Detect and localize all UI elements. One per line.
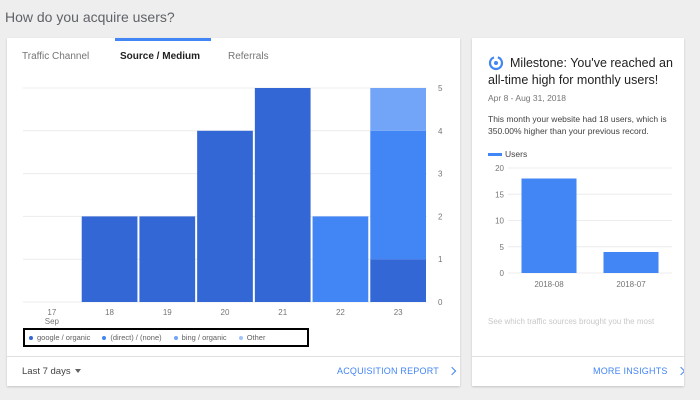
legend-dot bbox=[102, 335, 107, 340]
legend-label: google / organic bbox=[37, 333, 91, 342]
faded-hint-text: See which traffic sources brought you th… bbox=[488, 317, 655, 326]
y-tick-label: 3 bbox=[438, 170, 443, 179]
legend-item-bing-organic[interactable]: bing / organic bbox=[173, 333, 227, 342]
bar-segment bbox=[197, 130, 253, 302]
milestone-icon bbox=[488, 55, 504, 71]
y-tick-label: 4 bbox=[438, 127, 443, 136]
y-tick-label: 5 bbox=[438, 84, 443, 93]
x-tick-label: 2018-07 bbox=[616, 280, 646, 289]
more-insights-link[interactable]: MORE INSIGHTS bbox=[593, 366, 684, 376]
insight-date: Apr 8 - Aug 31, 2018 bbox=[488, 93, 566, 103]
tab-traffic-channel[interactable]: Traffic Channel bbox=[22, 51, 90, 62]
bar bbox=[521, 178, 577, 273]
bar-segment bbox=[312, 216, 369, 302]
chevron-right-icon bbox=[676, 366, 684, 375]
x-tick-label: 18 bbox=[105, 308, 114, 317]
x-tick-label: 23 bbox=[394, 308, 403, 317]
card-footer: Last 7 days ACQUISITION REPORT bbox=[7, 356, 460, 386]
insight-title: Milestone: You've reached an all-time hi… bbox=[488, 56, 673, 87]
date-range-label: Last 7 days bbox=[22, 366, 71, 377]
y-tick-label: 0 bbox=[438, 298, 443, 307]
legend-dot bbox=[173, 335, 178, 340]
x-tick-label: 20 bbox=[221, 308, 230, 317]
y-tick-label: 15 bbox=[495, 190, 504, 199]
legend-dot bbox=[238, 335, 243, 340]
x-tick-label: 22 bbox=[336, 308, 345, 317]
monthly-users-chart: 0 5 10 15 20 2018-08 2018-07 bbox=[495, 164, 672, 289]
tab-source-medium[interactable]: Source / Medium bbox=[120, 51, 201, 62]
insight-card: Milestone: You've reached an all-time hi… bbox=[472, 38, 684, 386]
y-tick-label: 1 bbox=[438, 255, 443, 264]
legend-label: Other bbox=[246, 333, 266, 342]
legend-swatch bbox=[488, 152, 502, 156]
users-legend-label: Users bbox=[505, 149, 528, 159]
chevron-right-icon bbox=[447, 366, 457, 375]
legend-item-other[interactable]: Other bbox=[238, 333, 266, 342]
bar-segment bbox=[254, 88, 311, 302]
bar bbox=[603, 252, 659, 273]
x-tick-label: 2018-08 bbox=[534, 280, 564, 289]
y-tick-label: 2 bbox=[438, 212, 443, 221]
x-tick-label: 21 bbox=[278, 308, 287, 317]
x-tick-label: 17 bbox=[47, 308, 56, 317]
x-month-label: Sep bbox=[45, 317, 60, 326]
bar-segment bbox=[370, 88, 426, 131]
insight-body: This month your website had 18 users, wh… bbox=[488, 114, 667, 136]
active-tab-indicator bbox=[115, 38, 211, 41]
bar-segment bbox=[370, 130, 426, 260]
legend-dot bbox=[29, 335, 33, 340]
date-range-dropdown[interactable]: Last 7 days bbox=[22, 366, 81, 377]
legend-item-direct-none[interactable]: (direct) / (none) bbox=[102, 333, 162, 342]
y-tick-label: 0 bbox=[500, 269, 505, 278]
bar-segment bbox=[139, 216, 196, 302]
bar-segment bbox=[81, 216, 138, 302]
x-tick-label: 19 bbox=[163, 308, 172, 317]
insight-footer: MORE INSIGHTS bbox=[472, 356, 684, 386]
acquisition-card: Traffic Channel Source / Medium Referral… bbox=[7, 38, 460, 386]
chart-legend: google / organic (direct) / (none) bing … bbox=[23, 328, 309, 347]
caret-down-icon bbox=[74, 369, 81, 374]
users-legend: Users bbox=[488, 149, 527, 159]
acquisition-report-label: ACQUISITION REPORT bbox=[337, 366, 439, 376]
tab-bar: Traffic Channel Source / Medium Referral… bbox=[7, 38, 460, 78]
y-tick-label: 10 bbox=[495, 217, 504, 226]
tab-referrals[interactable]: Referrals bbox=[228, 51, 269, 62]
bar-segment bbox=[370, 259, 426, 302]
y-tick-label: 20 bbox=[495, 164, 504, 173]
more-insights-label: MORE INSIGHTS bbox=[593, 366, 668, 376]
legend-label: bing / organic bbox=[181, 333, 227, 342]
legend-item-google-organic[interactable]: google / organic bbox=[29, 333, 90, 342]
acquisition-report-link[interactable]: ACQUISITION REPORT bbox=[337, 366, 457, 376]
page-title: How do you acquire users? bbox=[5, 9, 175, 25]
y-tick-label: 5 bbox=[500, 243, 505, 252]
legend-label: (direct) / (none) bbox=[110, 333, 162, 342]
